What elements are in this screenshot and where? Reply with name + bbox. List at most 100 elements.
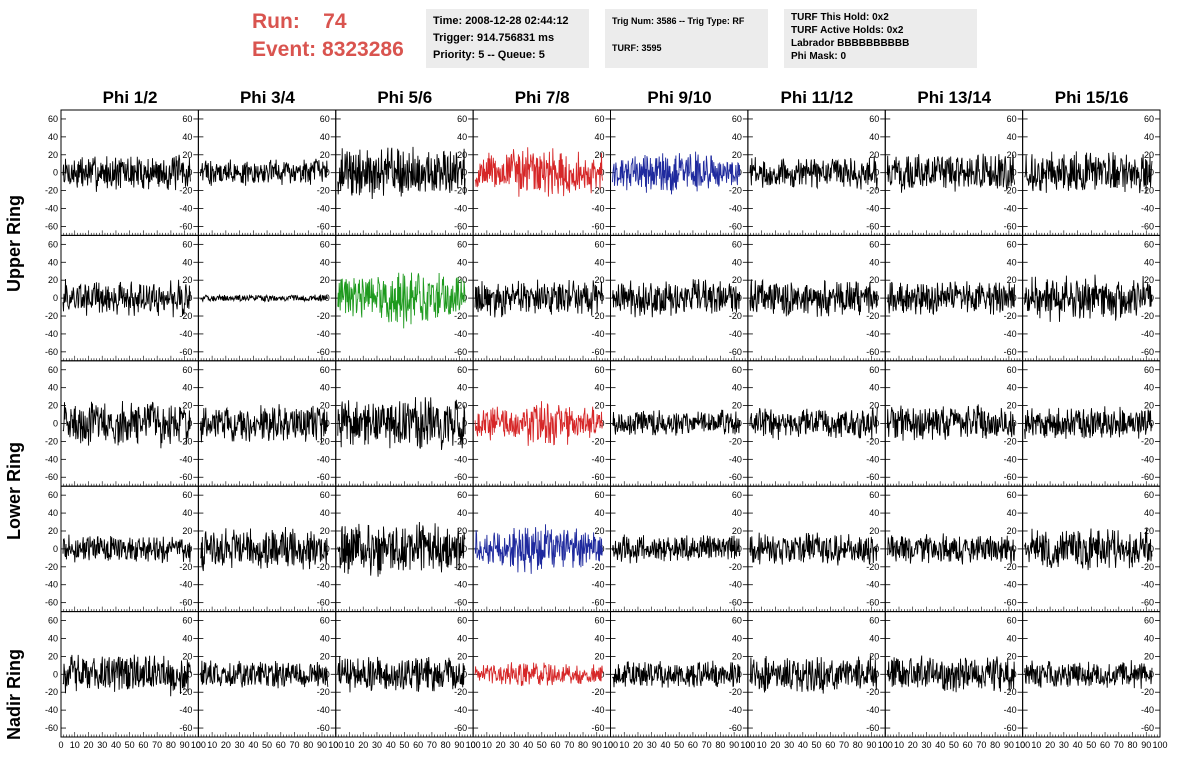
y-tick-label: 60 xyxy=(48,114,58,124)
event-number: Event: 8323286 xyxy=(252,38,404,61)
y-tick-label: -20 xyxy=(1004,436,1017,446)
x-tick-label: 70 xyxy=(152,740,162,750)
y-tick-label: 20 xyxy=(869,651,879,661)
time-info-box: Time: 2008-12-28 02:44:12 Trigger: 914.7… xyxy=(426,9,589,68)
y-tick-label: -60 xyxy=(317,472,330,482)
y-tick-label: -40 xyxy=(866,454,879,464)
x-tick-label: 0 xyxy=(1020,740,1025,750)
x-tick-label: 20 xyxy=(496,740,506,750)
y-tick-label: 60 xyxy=(869,490,879,500)
run-number: Run: 74 xyxy=(252,10,347,33)
y-tick-label: 40 xyxy=(732,383,742,393)
x-tick-label: 10 xyxy=(344,740,354,750)
y-tick-label: -20 xyxy=(1141,436,1154,446)
waveform-trace xyxy=(749,655,878,694)
y-tick-label: -60 xyxy=(1141,347,1154,357)
x-tick-label: 10 xyxy=(757,740,767,750)
waveform-trace xyxy=(199,660,329,689)
y-tick-label: 60 xyxy=(457,239,467,249)
y-tick-label: -60 xyxy=(317,347,330,357)
labrador-text: Labrador BBBBBBBBBB xyxy=(791,38,910,49)
y-tick-label: -40 xyxy=(45,329,58,339)
y-tick-label: -20 xyxy=(45,436,58,446)
y-tick-label: 20 xyxy=(320,651,330,661)
y-tick-label: -20 xyxy=(591,311,604,321)
x-tick-label: 100 xyxy=(328,740,343,750)
waveform-trace xyxy=(62,534,191,564)
x-tick-label: 80 xyxy=(578,740,588,750)
y-tick-label: 40 xyxy=(594,633,604,643)
waveform-trace xyxy=(337,146,466,200)
x-tick-label: 40 xyxy=(248,740,258,750)
y-tick-label: 0 xyxy=(462,544,467,554)
waveform-trace xyxy=(612,409,741,436)
x-tick-label: 100 xyxy=(740,740,755,750)
waveform-trace xyxy=(62,400,191,449)
y-tick-label: -40 xyxy=(591,329,604,339)
y-tick-label: 40 xyxy=(1007,132,1017,142)
y-tick-label: 20 xyxy=(457,275,467,285)
y-tick-label: 60 xyxy=(1144,239,1154,249)
y-tick-label: 20 xyxy=(1007,651,1017,661)
y-tick-label: 20 xyxy=(594,150,604,160)
y-tick-label: 60 xyxy=(869,365,879,375)
y-tick-label: -40 xyxy=(1141,580,1154,590)
y-tick-label: -60 xyxy=(591,723,604,733)
turf-hold-text: TURF This Hold: 0x2 xyxy=(791,12,889,23)
y-tick-label: -40 xyxy=(317,705,330,715)
y-tick-label: -60 xyxy=(179,472,192,482)
y-tick-label: 20 xyxy=(182,651,192,661)
x-tick-label: 60 xyxy=(825,740,835,750)
waveform-trace xyxy=(1024,528,1153,571)
y-tick-label: -60 xyxy=(866,347,879,357)
y-tick-label: -20 xyxy=(1004,562,1017,572)
y-tick-label: 60 xyxy=(1144,114,1154,124)
y-tick-label: 20 xyxy=(1144,526,1154,536)
y-tick-label: -40 xyxy=(45,204,58,214)
y-tick-label: 60 xyxy=(182,616,192,626)
trig-num-text: Trig Num: 3586 -- Trig Type: RF xyxy=(612,16,745,26)
x-tick-label: 60 xyxy=(413,740,423,750)
y-tick-label: -60 xyxy=(1004,347,1017,357)
x-tick-label: 40 xyxy=(798,740,808,750)
y-tick-label: 40 xyxy=(1144,383,1154,393)
x-tick-label: 10 xyxy=(207,740,217,750)
y-tick-label: -40 xyxy=(45,454,58,464)
x-tick-label: 100 xyxy=(878,740,893,750)
y-tick-label: -60 xyxy=(729,598,742,608)
y-tick-label: 60 xyxy=(869,239,879,249)
y-tick-label: 60 xyxy=(457,616,467,626)
waveform-trace xyxy=(1024,406,1153,440)
y-tick-label: 60 xyxy=(594,239,604,249)
x-tick-label: 90 xyxy=(454,740,464,750)
y-tick-label: -60 xyxy=(1004,723,1017,733)
y-tick-label: -60 xyxy=(591,598,604,608)
y-tick-label: -40 xyxy=(1004,329,1017,339)
y-tick-label: 60 xyxy=(732,239,742,249)
y-tick-label: -20 xyxy=(317,687,330,697)
y-tick-label: -60 xyxy=(454,472,467,482)
panel-frame xyxy=(884,109,1024,236)
y-tick-label: 60 xyxy=(320,114,330,124)
y-tick-label: -40 xyxy=(454,329,467,339)
y-tick-label: 40 xyxy=(869,383,879,393)
y-tick-label: -60 xyxy=(1004,598,1017,608)
y-tick-label: -20 xyxy=(454,311,467,321)
y-tick-label: -60 xyxy=(1004,221,1017,231)
x-tick-label: 80 xyxy=(715,740,725,750)
y-tick-label: -60 xyxy=(1141,472,1154,482)
y-tick-label: -20 xyxy=(729,687,742,697)
y-tick-label: 20 xyxy=(48,651,58,661)
y-tick-label: -40 xyxy=(45,705,58,715)
x-tick-label: 90 xyxy=(317,740,327,750)
